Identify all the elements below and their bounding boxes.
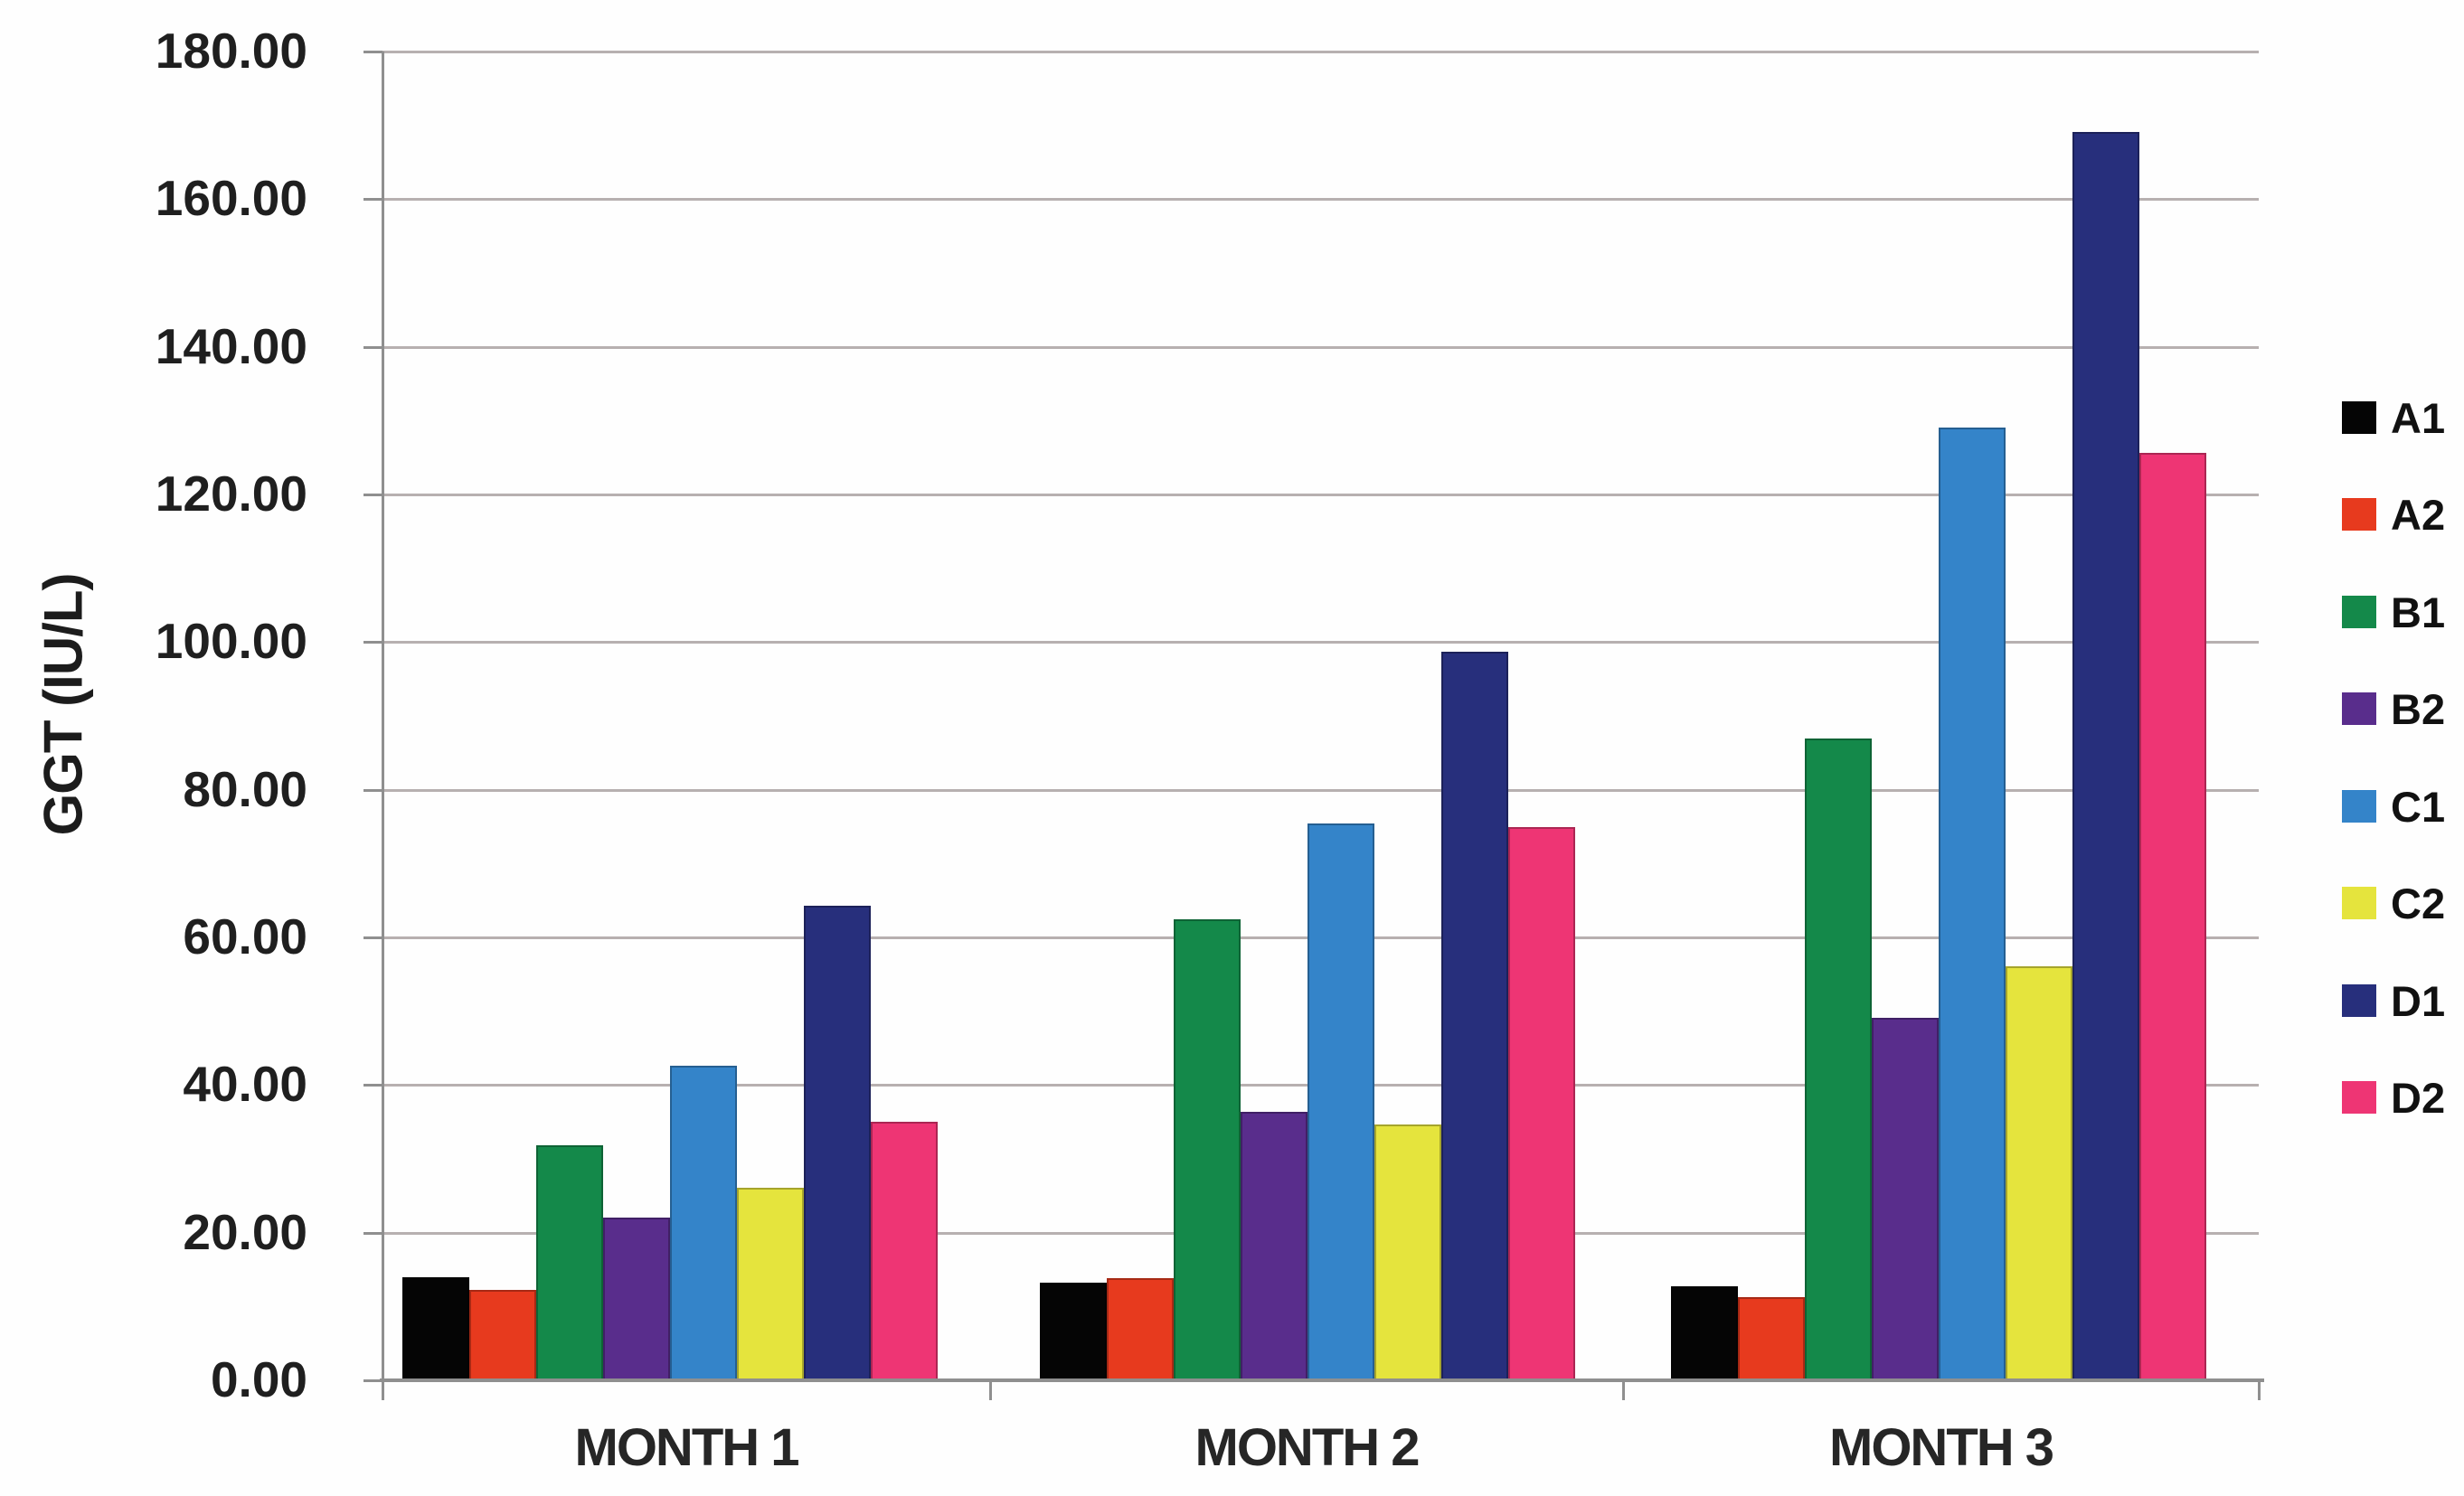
chart-legend: A1 A2 B1 B2 C1 C2 D1 D2 [2342, 0, 2464, 1496]
gridline-140 [382, 345, 2259, 349]
bar-B2-month-3 [1872, 1018, 1939, 1380]
gridline-80 [382, 788, 2259, 792]
bar-C2-month-2 [1374, 1124, 1441, 1380]
bar-D1-month-1 [804, 905, 871, 1380]
legend-item-B2: B2 [2342, 680, 2445, 738]
bar-C1-month-1 [670, 1066, 737, 1380]
y-tick-label-40: 40.00 [183, 1056, 307, 1113]
x-category-label-2: MONTH 2 [1194, 1418, 1421, 1477]
bar-A1-month-1 [402, 1277, 469, 1380]
y-tick-label-60: 60.00 [183, 908, 307, 964]
legend-label-A2: A2 [2391, 490, 2446, 539]
legend-label-C1: C1 [2391, 782, 2446, 831]
bar-C1-month-3 [1939, 427, 2006, 1380]
y-axis-line [382, 52, 384, 1380]
bar-B1-month-1 [536, 1145, 603, 1380]
y-tick-80 [363, 788, 382, 792]
legend-item-A2: A2 [2342, 485, 2445, 543]
bar-A2-month-3 [1738, 1296, 1805, 1380]
y-tick-140 [363, 345, 382, 349]
y-tick-label-100: 100.00 [155, 613, 307, 670]
y-tick-40 [363, 1084, 382, 1087]
legend-item-C2: C2 [2342, 874, 2445, 932]
bar-A1-month-2 [1040, 1283, 1107, 1380]
y-tick-60 [363, 936, 382, 939]
bar-D2-month-3 [2139, 453, 2206, 1380]
y-tick-label-180: 180.00 [155, 23, 307, 79]
x-category-tick-0 [382, 1380, 384, 1400]
legend-swatch-A1 [2342, 401, 2376, 434]
y-tick-100 [363, 641, 382, 645]
legend-swatch-B1 [2342, 596, 2376, 628]
gridline-120 [382, 494, 2259, 496]
legend-label-C2: C2 [2391, 879, 2446, 927]
legend-label-A1: A1 [2391, 393, 2446, 442]
legend-label-B1: B1 [2391, 588, 2446, 636]
y-tick-180 [363, 51, 382, 53]
bar-A2-month-2 [1107, 1278, 1174, 1380]
x-category-tick-3 [2258, 1380, 2261, 1400]
legend-label-D1: D1 [2391, 976, 2446, 1025]
y-tick-160 [363, 198, 382, 202]
bar-C2-month-1 [737, 1187, 804, 1380]
legend-label-B2: B2 [2391, 684, 2446, 733]
gridline-180 [382, 51, 2259, 53]
y-tick-label-160: 160.00 [155, 170, 307, 227]
bar-C1-month-2 [1308, 823, 1374, 1380]
x-category-label-1: MONTH 1 [574, 1418, 800, 1477]
legend-label-D2: D2 [2391, 1073, 2446, 1122]
gridline-100 [382, 641, 2259, 645]
legend-swatch-C1 [2342, 790, 2376, 823]
y-tick-label-20: 20.00 [183, 1203, 307, 1260]
bar-B1-month-2 [1174, 919, 1241, 1380]
legend-item-B1: B1 [2342, 583, 2445, 641]
y-tick-label-120: 120.00 [155, 466, 307, 522]
bar-D2-month-2 [1508, 826, 1575, 1380]
bar-B2-month-1 [603, 1218, 670, 1380]
bar-B1-month-3 [1805, 739, 1872, 1380]
x-category-tick-1 [989, 1380, 992, 1400]
x-axis-line [380, 1378, 2264, 1382]
bar-B2-month-2 [1241, 1111, 1308, 1380]
gridline-160 [382, 198, 2259, 202]
y-tick-120 [363, 494, 382, 496]
legend-swatch-A2 [2342, 498, 2376, 531]
x-category-label-3: MONTH 3 [1829, 1418, 2054, 1477]
legend-swatch-B2 [2342, 692, 2376, 725]
y-tick-label-80: 80.00 [183, 760, 307, 817]
bar-D1-month-3 [2072, 132, 2139, 1380]
x-category-tick-2 [1622, 1380, 1625, 1400]
legend-item-D2: D2 [2342, 1068, 2445, 1126]
bar-D2-month-1 [871, 1122, 938, 1380]
y-tick-label-0: 0.00 [210, 1351, 307, 1407]
y-tick-20 [363, 1231, 382, 1235]
bar-C2-month-3 [2006, 965, 2072, 1380]
legend-swatch-D1 [2342, 984, 2376, 1017]
legend-swatch-C2 [2342, 887, 2376, 919]
y-tick-0 [363, 1379, 382, 1382]
legend-item-A1: A1 [2342, 389, 2445, 447]
legend-item-C1: C1 [2342, 777, 2445, 835]
bar-A1-month-3 [1671, 1286, 1738, 1380]
legend-item-D1: D1 [2342, 972, 2445, 1030]
bar-A2-month-1 [469, 1290, 536, 1380]
bar-D1-month-2 [1441, 651, 1508, 1380]
legend-swatch-D2 [2342, 1081, 2376, 1114]
y-tick-label-140: 140.00 [155, 317, 307, 374]
